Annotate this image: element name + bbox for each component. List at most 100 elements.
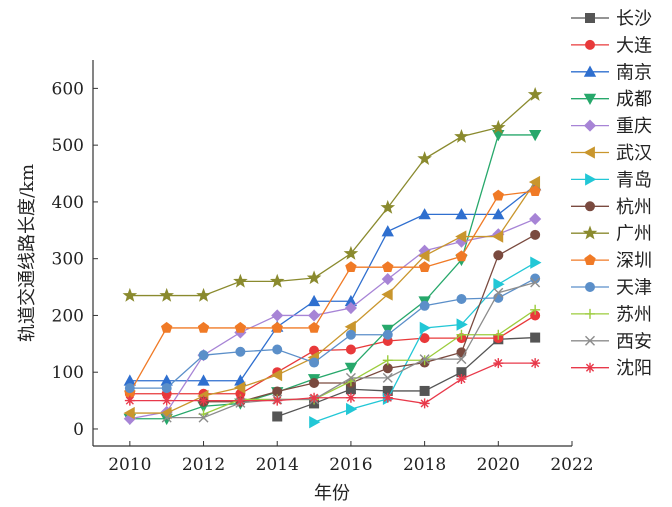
series-13: [161, 277, 541, 423]
legend-item: 重庆: [571, 116, 652, 137]
data-point: [161, 395, 172, 406]
data-point: [124, 383, 135, 394]
data-point: [272, 344, 283, 355]
y-tick-label: 400: [52, 193, 84, 213]
series-layer: [122, 86, 543, 429]
data-point: [530, 358, 541, 369]
series-line: [129, 277, 536, 389]
data-point: [419, 398, 430, 409]
legend-label: 成都: [616, 89, 652, 110]
data-point: [530, 332, 541, 343]
data-point: [455, 250, 468, 262]
data-point: [417, 151, 432, 165]
data-point: [583, 65, 597, 77]
data-point: [270, 368, 283, 382]
data-point: [585, 281, 596, 292]
series-line: [129, 218, 536, 420]
series-line: [129, 362, 536, 405]
legend-label: 长沙: [616, 9, 652, 30]
data-point: [345, 372, 356, 383]
data-point: [307, 294, 321, 307]
legend-item: 西安: [571, 331, 652, 352]
legend-label: 沈阳: [616, 358, 652, 379]
data-point: [419, 300, 430, 311]
data-point: [345, 344, 356, 355]
data-point: [309, 415, 321, 429]
data-point: [382, 329, 393, 340]
data-point: [345, 329, 356, 340]
x-tick-label: 2014: [256, 455, 299, 475]
data-point: [346, 402, 358, 416]
data-point: [585, 335, 595, 346]
data-point: [381, 288, 393, 301]
x-tick-label: 2022: [550, 455, 593, 475]
data-point: [235, 346, 246, 357]
data-point: [382, 261, 394, 273]
data-point: [159, 287, 174, 302]
x-tick-label: 2020: [477, 455, 520, 475]
data-point: [528, 130, 542, 142]
data-point: [309, 357, 320, 368]
data-point: [582, 225, 598, 240]
data-point: [161, 383, 172, 394]
data-point: [382, 392, 393, 403]
series-14: [124, 358, 541, 409]
data-point: [234, 321, 247, 333]
data-point: [233, 273, 248, 288]
data-point: [309, 392, 320, 403]
legend-label: 重庆: [616, 116, 652, 137]
data-point: [419, 385, 430, 396]
data-point: [418, 208, 431, 220]
data-point: [456, 329, 467, 340]
data-point: [381, 273, 394, 286]
data-point: [234, 381, 246, 394]
data-point: [418, 261, 431, 273]
series-line: [129, 134, 536, 420]
legend-label: 武汉: [616, 143, 652, 164]
data-point: [418, 249, 430, 263]
data-point: [585, 12, 596, 23]
data-point: [529, 212, 542, 226]
data-point: [492, 208, 505, 220]
legend-label: 青岛: [616, 170, 652, 191]
data-point: [345, 261, 357, 273]
data-point: [583, 93, 597, 106]
data-point: [272, 411, 283, 422]
data-point: [456, 318, 468, 331]
data-point: [583, 146, 595, 159]
x-tick-label: 2018: [403, 455, 446, 475]
data-point: [197, 374, 210, 386]
x-tick-label: 2012: [182, 455, 225, 475]
data-point: [491, 119, 506, 134]
data-point: [160, 321, 173, 333]
data-point: [530, 256, 542, 269]
data-point: [124, 395, 135, 406]
legend-label: 杭州: [616, 197, 652, 218]
series-5: [123, 212, 542, 425]
data-point: [585, 308, 595, 319]
data-point: [493, 250, 504, 261]
series-3: [123, 179, 542, 386]
data-point: [306, 270, 322, 285]
data-point: [493, 358, 504, 369]
series-line: [129, 314, 536, 395]
y-tick-label: 300: [52, 250, 84, 270]
x-tick-label: 2016: [329, 455, 372, 475]
data-point: [527, 86, 543, 101]
data-point: [380, 199, 396, 214]
legend-item: 深圳: [571, 251, 652, 272]
data-point: [198, 412, 209, 423]
data-point: [198, 350, 209, 361]
data-point: [309, 377, 320, 388]
data-point: [419, 321, 431, 335]
chart-axes: [92, 60, 572, 447]
data-point: [493, 329, 504, 340]
series-line: [129, 181, 536, 414]
data-point: [235, 395, 246, 406]
data-point: [382, 355, 393, 366]
data-point: [161, 412, 172, 423]
data-point: [529, 185, 541, 196]
legend-item: 南京: [571, 62, 652, 83]
series-8: [198, 229, 541, 407]
